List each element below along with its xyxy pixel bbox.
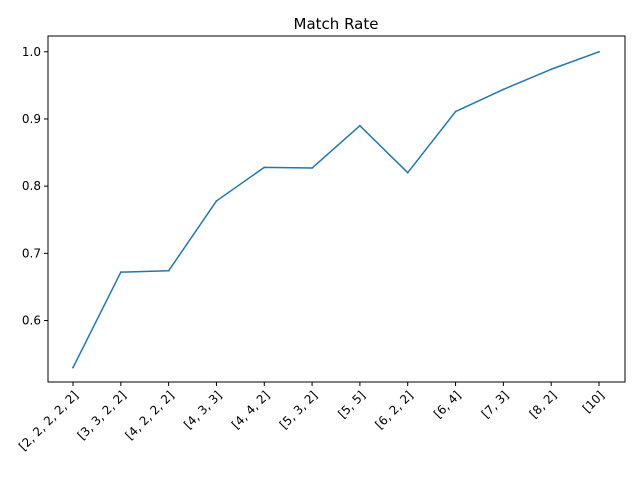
x-tick-label: [4, 2, 2, 2] [122,388,176,442]
x-tick-label: [7, 3] [479,388,512,421]
data-point [167,269,170,272]
x-tick-label: [6, 2, 2] [372,388,416,432]
y-tick-label: 0.7 [22,246,41,260]
x-tick-label: [4, 4, 2] [229,388,273,432]
y-tick-label: 0.9 [22,112,41,126]
x-tick-label: [6, 4] [431,388,464,421]
data-point [406,171,409,174]
x-tick-label: [3, 3, 2, 2] [75,388,129,442]
data-point [311,167,313,169]
data-point [72,366,74,369]
data-point [550,68,553,71]
series-layer [72,50,600,369]
data-point [502,88,505,91]
x-tick-label: [5, 3, 2] [277,388,321,432]
y-tick-label: 0.6 [22,314,41,328]
data-point [119,271,122,274]
x-tick-label: [4, 3, 3] [181,388,225,432]
data-point [598,50,600,53]
series-line [72,51,600,369]
y-tick-label: 0.8 [22,179,41,193]
data-point [263,166,266,169]
data-point [215,200,218,202]
y-axis-ticks: 0.6 0.7 0.8 0.9 1.0 [22,45,48,328]
y-tick-label: 1.0 [22,45,41,59]
x-tick-label: [5, 5] [335,388,368,421]
x-tick-label: [10] [580,388,607,415]
data-point [359,124,361,127]
x-axis-ticks: [2, 2, 2, 2, 2][3, 3, 2, 2][4, 2, 2, 2][… [16,382,607,453]
chart-title: Match Rate [294,15,379,33]
plot-frame [47,35,626,383]
data-point [454,110,457,113]
x-tick-label: [8, 2] [527,388,560,421]
x-tick-label: [2, 2, 2, 2, 2] [16,388,81,453]
